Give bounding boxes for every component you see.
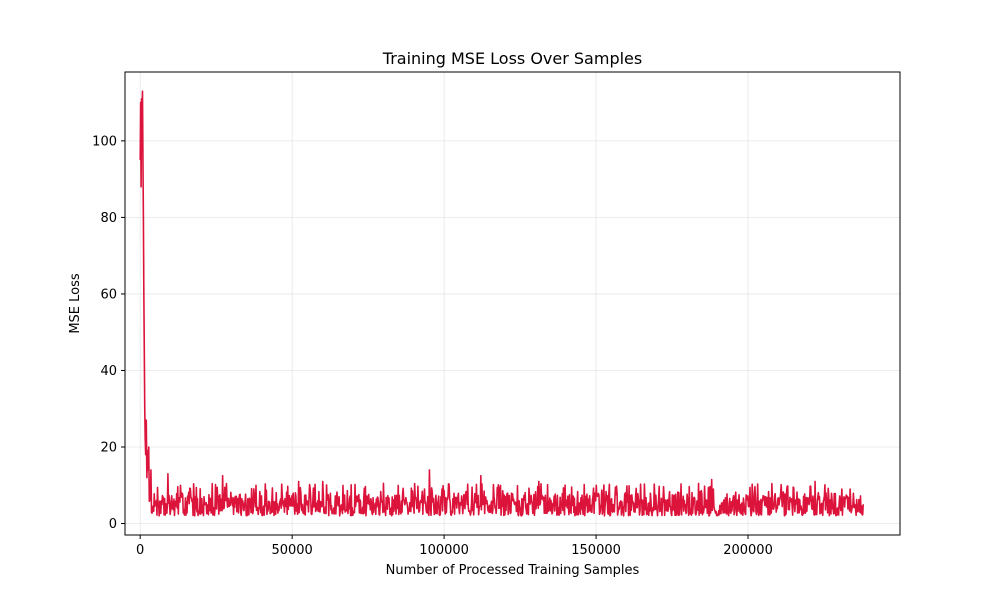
grid: [125, 72, 900, 535]
loss-line: [139, 90, 865, 517]
y-tick-label: 100: [92, 134, 117, 149]
y-tick-label: 60: [100, 287, 117, 302]
y-tick-label: 20: [100, 440, 117, 455]
x-tick-label: 100000: [419, 543, 469, 558]
y-tick-label: 80: [100, 211, 117, 226]
chart-title: Training MSE Loss Over Samples: [382, 49, 642, 68]
x-tick-label: 150000: [571, 543, 621, 558]
y-tick-label: 0: [109, 517, 117, 532]
x-tick-label: 0: [136, 543, 144, 558]
x-tick-label: 200000: [723, 543, 773, 558]
y-axis-label: MSE Loss: [68, 273, 83, 334]
x-tick-label: 50000: [271, 543, 312, 558]
plot-lines: [139, 90, 865, 517]
plot-frame: [124, 71, 901, 536]
axis-ticks: 0 50000 100000 150000 200000 0 20 40 60 80 100: [92, 134, 773, 558]
x-axis-label: Number of Processed Training Samples: [386, 563, 640, 578]
y-tick-label: 40: [100, 364, 117, 379]
